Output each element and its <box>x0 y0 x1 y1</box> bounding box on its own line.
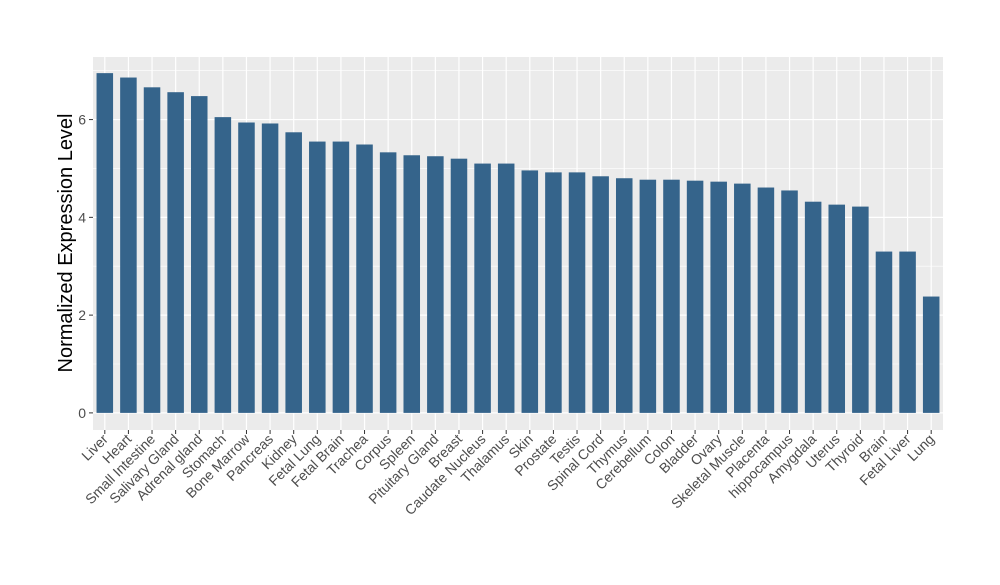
bar-trachea <box>356 144 373 413</box>
bar-spinal-cord <box>592 176 609 413</box>
bar-liver <box>96 73 114 413</box>
bar-thyroid <box>852 206 869 413</box>
bar-amygdala <box>804 201 822 413</box>
y-axis-label: Normalized Expression Level <box>55 113 77 372</box>
bar-pituitary-gland <box>427 156 444 413</box>
bar-lung <box>922 296 940 413</box>
bar-fetal-brain <box>332 141 350 413</box>
bar-heart <box>120 77 137 413</box>
bar-small-intestine <box>143 87 161 413</box>
bar-salivary-gland <box>167 92 184 413</box>
bar-corpus <box>379 152 397 413</box>
bar-colon <box>663 179 680 413</box>
y-tick-label: 0 <box>78 405 86 421</box>
bar-brain <box>875 251 893 413</box>
x-tick-label: Lung <box>904 431 937 464</box>
bar-bone-marrow <box>238 122 255 413</box>
bar-uterus <box>828 204 846 413</box>
bar-hippocampus <box>781 190 798 413</box>
bar-skeletal-muscle <box>734 183 751 413</box>
bar-thymus <box>615 178 633 413</box>
bar-prostate <box>545 172 562 413</box>
bar-stomach <box>214 117 232 413</box>
bar-cerebellum <box>639 179 657 413</box>
bar-fetal-liver <box>899 251 916 413</box>
y-tick-label: 2 <box>78 307 86 323</box>
bar-pancreas <box>261 123 279 413</box>
bar-caudate-nucleus <box>474 163 491 413</box>
bar-bladder <box>686 180 704 413</box>
bar-spleen <box>403 155 421 413</box>
bar-ovary <box>710 181 727 413</box>
y-tick-label: 4 <box>78 209 86 225</box>
bar-adrenal-gland <box>190 96 208 413</box>
bar-fetal-lung <box>309 141 326 413</box>
bar-thalamus <box>497 163 515 413</box>
bar-placenta <box>757 187 775 413</box>
bar-testis <box>568 172 586 413</box>
bar-breast <box>450 158 468 413</box>
bar-kidney <box>285 132 302 413</box>
bar-skin <box>521 170 539 413</box>
y-tick-label: 6 <box>78 112 86 128</box>
